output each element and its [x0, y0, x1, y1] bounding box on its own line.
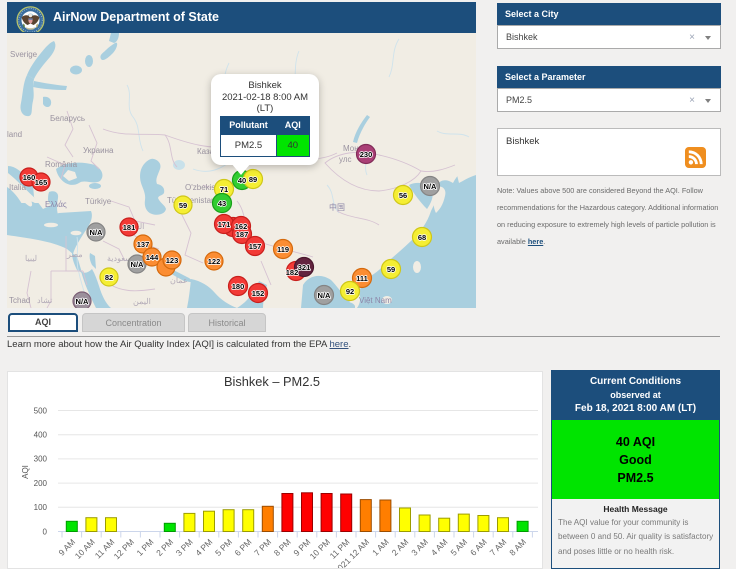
svg-text:157: 157: [249, 242, 262, 251]
svg-text:187: 187: [236, 230, 249, 239]
svg-text:تشاد: تشاد: [37, 296, 52, 305]
svg-text:182: 182: [286, 268, 299, 277]
svg-text:Italia: Italia: [9, 183, 26, 192]
svg-text:2 AM: 2 AM: [390, 537, 411, 558]
svg-text:59: 59: [387, 265, 395, 274]
svg-text:12 PM: 12 PM: [112, 537, 136, 561]
svg-text:500: 500: [34, 406, 48, 415]
svg-text:Tchad: Tchad: [9, 296, 30, 305]
svg-text:0: 0: [43, 527, 48, 536]
svg-text:اليمن: اليمن: [133, 297, 151, 306]
svg-text:8 PM: 8 PM: [272, 537, 293, 558]
svg-text:89: 89: [249, 175, 257, 184]
svg-text:40: 40: [238, 176, 246, 185]
svg-text:1 AM: 1 AM: [370, 537, 391, 558]
svg-text:Украина: Украина: [83, 146, 114, 155]
svg-text:11 AM: 11 AM: [93, 537, 117, 561]
svg-text:400: 400: [34, 431, 48, 440]
svg-text:92: 92: [346, 287, 354, 296]
svg-text:N/A: N/A: [131, 260, 145, 269]
svg-text:Монгол: Монгол: [343, 144, 371, 153]
svg-text:6 PM: 6 PM: [233, 537, 254, 558]
svg-text:5 PM: 5 PM: [213, 537, 234, 558]
svg-text:82: 82: [105, 273, 113, 282]
svg-text:165: 165: [35, 178, 48, 187]
svg-text:Ελλάς: Ελλάς: [45, 200, 67, 209]
svg-text:Bishkek – PM2.5: Bishkek – PM2.5: [224, 374, 320, 389]
svg-text:N/A: N/A: [318, 291, 332, 300]
svg-text:160: 160: [23, 173, 36, 182]
svg-text:N/A: N/A: [424, 182, 438, 191]
svg-text:123: 123: [166, 256, 179, 265]
svg-text:100: 100: [34, 503, 48, 512]
svg-text:180: 180: [232, 282, 245, 291]
svg-text:4 PM: 4 PM: [193, 537, 214, 558]
svg-text:2 PM: 2 PM: [154, 537, 175, 558]
svg-text:Türkiye: Türkiye: [85, 197, 112, 206]
svg-text:مصر: مصر: [66, 250, 83, 259]
svg-text:land: land: [7, 130, 22, 139]
svg-text:ليبيا: ليبيا: [25, 254, 37, 263]
svg-text:162: 162: [235, 222, 248, 231]
svg-text:71: 71: [220, 185, 228, 194]
svg-text:137: 137: [137, 240, 150, 249]
svg-text:Việt Nam: Việt Nam: [359, 296, 392, 305]
svg-text:144: 144: [146, 253, 159, 262]
svg-text:119: 119: [277, 245, 289, 254]
svg-text:4 AM: 4 AM: [429, 537, 450, 558]
svg-text:10 PM: 10 PM: [308, 537, 332, 561]
svg-text:171: 171: [218, 220, 231, 229]
svg-text:中国: 中国: [329, 202, 345, 212]
svg-text:111: 111: [356, 274, 368, 283]
svg-text:10 AM: 10 AM: [73, 537, 97, 561]
svg-text:Sverige: Sverige: [10, 50, 38, 59]
svg-text:5 AM: 5 AM: [448, 537, 469, 558]
svg-text:1 PM: 1 PM: [135, 537, 156, 558]
svg-text:230: 230: [360, 150, 373, 159]
svg-text:300: 300: [34, 455, 48, 464]
svg-text:N/A: N/A: [90, 228, 104, 237]
svg-text:152: 152: [252, 289, 265, 298]
svg-text:8 AM: 8 AM: [507, 537, 528, 558]
svg-text:59: 59: [179, 201, 187, 210]
svg-text:عمان: عمان: [170, 276, 188, 285]
svg-text:O'zbekiston: O'zbekiston: [185, 183, 227, 192]
svg-text:200: 200: [34, 479, 48, 488]
svg-text:122: 122: [208, 257, 221, 266]
svg-text:56: 56: [399, 191, 407, 200]
svg-text:6 AM: 6 AM: [468, 537, 489, 558]
svg-text:3 AM: 3 AM: [409, 537, 430, 558]
svg-text:181: 181: [123, 223, 136, 232]
svg-text:3 PM: 3 PM: [174, 537, 195, 558]
svg-text:السعودية: السعودية: [107, 254, 137, 263]
svg-text:Беларусь: Беларусь: [50, 114, 85, 123]
svg-text:7 PM: 7 PM: [252, 537, 273, 558]
svg-text:N/A: N/A: [76, 297, 90, 306]
svg-text:AQI: AQI: [21, 465, 30, 479]
svg-text:7 AM: 7 AM: [488, 537, 509, 558]
svg-text:România: România: [45, 160, 78, 169]
svg-text:43: 43: [218, 199, 226, 208]
svg-text:321: 321: [298, 263, 311, 272]
svg-text:улс: улс: [339, 155, 352, 164]
svg-text:68: 68: [418, 233, 426, 242]
